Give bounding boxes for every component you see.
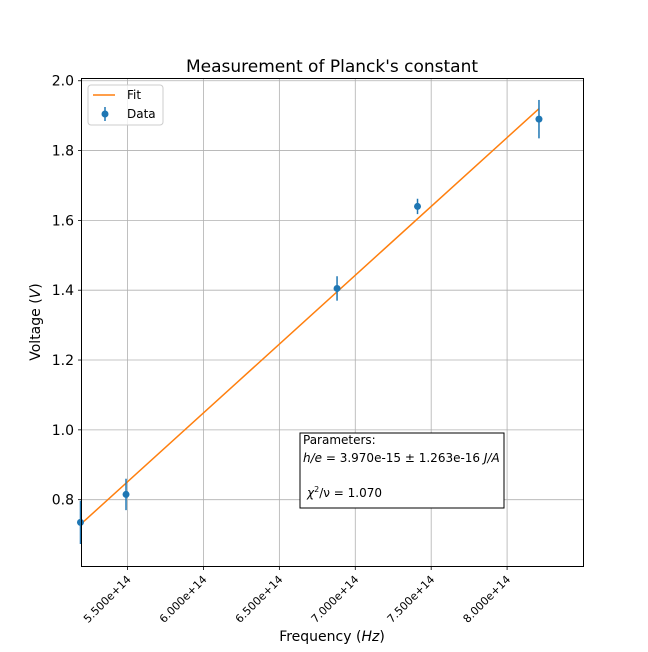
data-point: [76, 518, 84, 526]
data-point: [535, 115, 543, 123]
parameters-box-frame: [299, 432, 505, 509]
parameters-heading: Parameters:: [303, 433, 376, 447]
y-axis-ticks: 0.8 1.0 1.2 1.4 1.6 1.8 2.0: [52, 74, 82, 509]
grid-lines: [82, 79, 583, 566]
plot-frame: [81, 78, 584, 567]
legend-fit-label: Fit: [127, 88, 141, 102]
legend-data-label: Data: [127, 107, 156, 121]
chart-title: Measurement of Planck's constant: [186, 57, 478, 77]
y-tick-label: 1.2: [52, 353, 74, 369]
parameters-h-over-e: h/e = 3.970e-15 ± 1.263e-16 J/A: [303, 451, 500, 465]
y-tick-label: 0.8: [52, 493, 74, 509]
y-tick-label: 2.0: [52, 74, 74, 90]
data-series: [76, 99, 543, 545]
data-point: [333, 284, 341, 292]
data-point: [414, 202, 422, 210]
fit-line: [79, 108, 540, 526]
y-axis-label: Voltage (V): [28, 283, 44, 360]
y-tick-label: 1.6: [52, 213, 74, 229]
data-point: [122, 490, 130, 498]
legend-data-marker-icon: [101, 110, 109, 118]
parameters-chi-squared: χ2/ν = 1.070: [306, 485, 382, 500]
y-tick-label: 1.8: [52, 144, 74, 160]
y-tick-label: 1.4: [52, 283, 74, 299]
fit-series: [79, 108, 540, 526]
x-axis-label: Frequency (Hz): [279, 629, 385, 645]
y-tick-label: 1.0: [52, 423, 74, 439]
legend: Fit Data: [87, 84, 164, 126]
parameters-box: Parameters: h/e = 3.970e-15 ± 1.263e-16 …: [299, 432, 505, 509]
